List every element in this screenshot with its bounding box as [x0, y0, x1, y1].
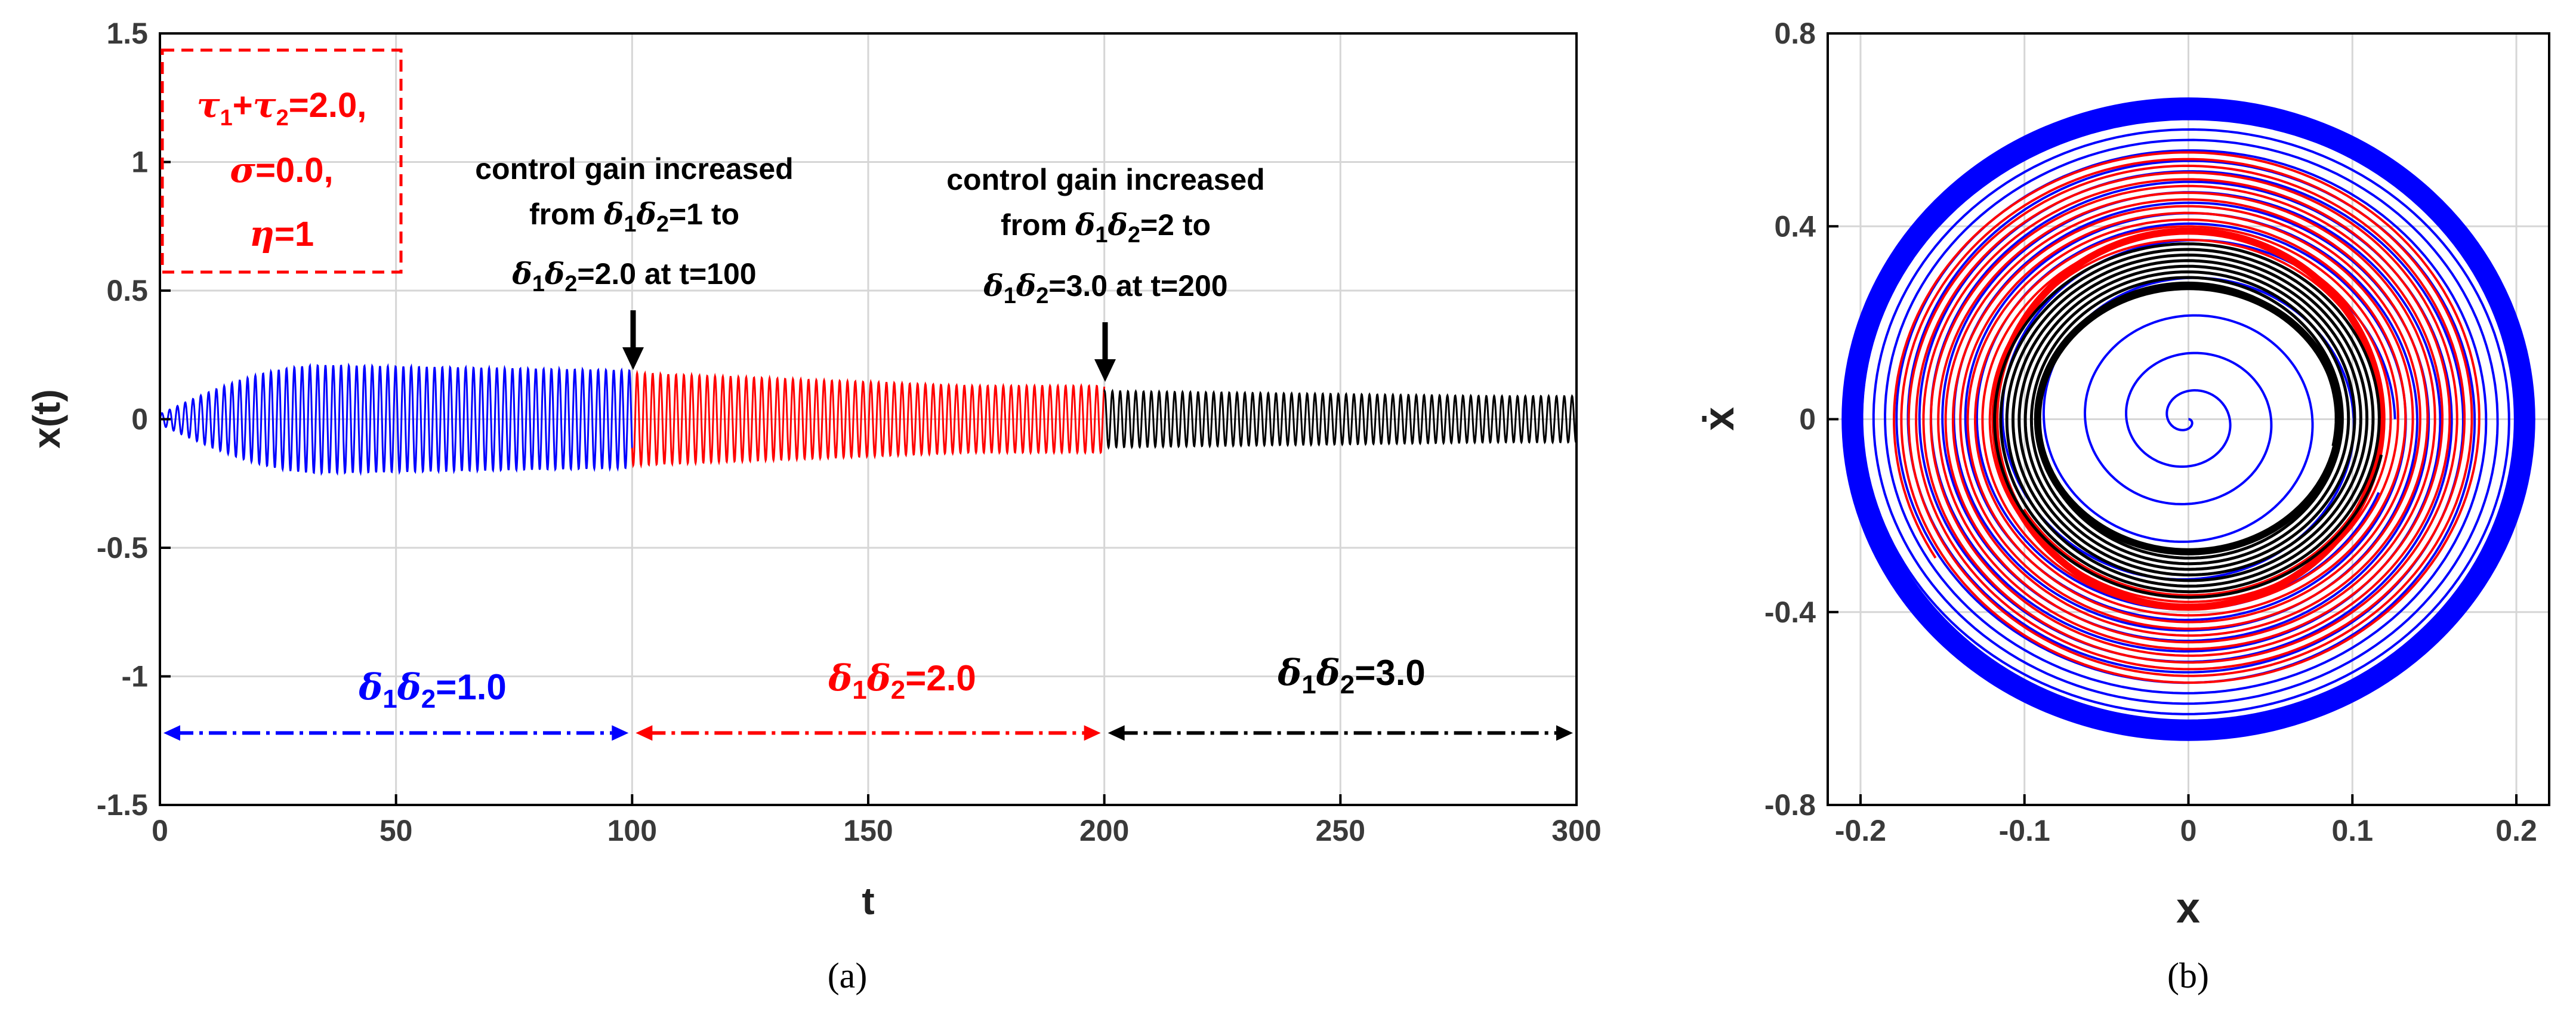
- panel-a-xtick-label: 100: [607, 814, 657, 847]
- panel-b-ytick-label: 0.4: [1774, 209, 1816, 243]
- panel-b-xtick-label: 0: [2180, 814, 2197, 847]
- region-label-3: δ1δ2=3.0: [1277, 652, 1425, 699]
- region-arrow-head-left: [635, 725, 653, 741]
- panel-a-xtick-label: 150: [843, 814, 893, 847]
- panel-a-ytick-label: 0: [131, 403, 148, 436]
- region-label-1: δ1δ2=1.0: [358, 667, 506, 714]
- annotation-1-arrow: [622, 310, 644, 370]
- panel-a-series-line: [1103, 388, 1578, 451]
- panel-b-ytick-label: -0.4: [1764, 596, 1816, 629]
- blue-saturated-ring: [1841, 97, 2535, 741]
- caption-a: (a): [828, 956, 868, 995]
- params-line-tau: τ1+τ2=2.0,: [197, 85, 367, 131]
- annotation-2-line2: from δ1δ2=2 to: [1001, 207, 1211, 248]
- panel-a-ytick-label: -1.5: [97, 788, 148, 822]
- panel-b-ytick-label: 0.8: [1774, 17, 1816, 50]
- region-arrow-head-right: [1084, 725, 1101, 741]
- panel-a-xtick-label: 0: [152, 814, 168, 847]
- panel-a: 0 50 100 150 200 250 300 1.5 1 0.5 0 -0.5 -1 -1.5 x(t…: [25, 17, 1602, 995]
- params-line-eta: η=1: [249, 214, 314, 254]
- black-spiral: [1993, 242, 2383, 599]
- annotation-2-line3: δ1δ2=3.0 at t=200: [983, 268, 1227, 308]
- panel-a-xtick-label: 200: [1079, 814, 1129, 847]
- panel-a-ytick-label: 1: [131, 146, 148, 179]
- panel-a-xtick-label: 250: [1316, 814, 1365, 847]
- panel-a-ytick-label: -0.5: [97, 531, 148, 564]
- panel-a-ytick-label: -1: [122, 660, 148, 693]
- panel-b-series: [1841, 97, 2535, 741]
- panel-a-ticks: 0 50 100 150 200 250 300 1.5 1 0.5 0 -0.5 -1 -1.5: [97, 17, 1602, 847]
- panel-b-xtick-label: -0.1: [1999, 814, 2050, 847]
- panel-b-ytick-label: -0.8: [1764, 788, 1816, 822]
- annotation-1-line1: control gain increased: [475, 152, 793, 186]
- region-arrows: [163, 725, 1573, 741]
- caption-b: (b): [2167, 956, 2209, 995]
- panel-b-xtick-label: 0.2: [2495, 814, 2537, 847]
- region-arrow-head-left: [1107, 725, 1125, 741]
- red-spiral: [1892, 151, 2481, 684]
- region-arrow-head-left: [163, 725, 180, 741]
- params-line-sigma: σ=0.0,: [230, 150, 333, 190]
- panel-b: -0.2 -0.1 0 0.1 0.2 0.8 0.4 0 -0.4 -0.8 ẋ x (b): [1695, 17, 2550, 995]
- panel-b-xlabel: x: [2176, 884, 2200, 932]
- panel-a-ylabel: x(t): [25, 389, 68, 449]
- annotation-2-arrow: [1094, 322, 1116, 382]
- panel-b-ylabel: ẋ: [1695, 407, 1743, 431]
- panel-a-series-line: [631, 369, 1106, 469]
- annotation-2-line1: control gain increased: [946, 163, 1264, 196]
- panel-a-series-line: [159, 362, 633, 476]
- panel-a-xtick-label: 300: [1551, 814, 1601, 847]
- panel-a-xtick-label: 50: [380, 814, 413, 847]
- panel-a-series: [159, 362, 1578, 476]
- region-arrow-head-right: [612, 725, 629, 741]
- panel-a-xlabel: t: [862, 880, 874, 923]
- panel-b-ytick-label: 0: [1799, 403, 1816, 436]
- annotation-1-line2: from δ1δ2=1 to: [529, 196, 739, 237]
- panel-a-ytick-label: 1.5: [106, 17, 148, 50]
- panel-b-ticks: -0.2 -0.1 0 0.1 0.2 0.8 0.4 0 -0.4 -0.8: [1764, 17, 2537, 847]
- params-box: [161, 48, 403, 274]
- panel-b-xtick-label: 0.1: [2332, 814, 2374, 847]
- annotation-1-line3: δ1δ2=2.0 at t=100: [511, 256, 756, 297]
- black-settled-ring: [2034, 283, 2343, 556]
- panel-b-xtick-label: -0.2: [1835, 814, 1886, 847]
- region-arrow-head-right: [1556, 725, 1573, 741]
- panel-a-ytick-label: 0.5: [106, 274, 148, 307]
- region-label-2: δ1δ2=2.0: [828, 658, 976, 705]
